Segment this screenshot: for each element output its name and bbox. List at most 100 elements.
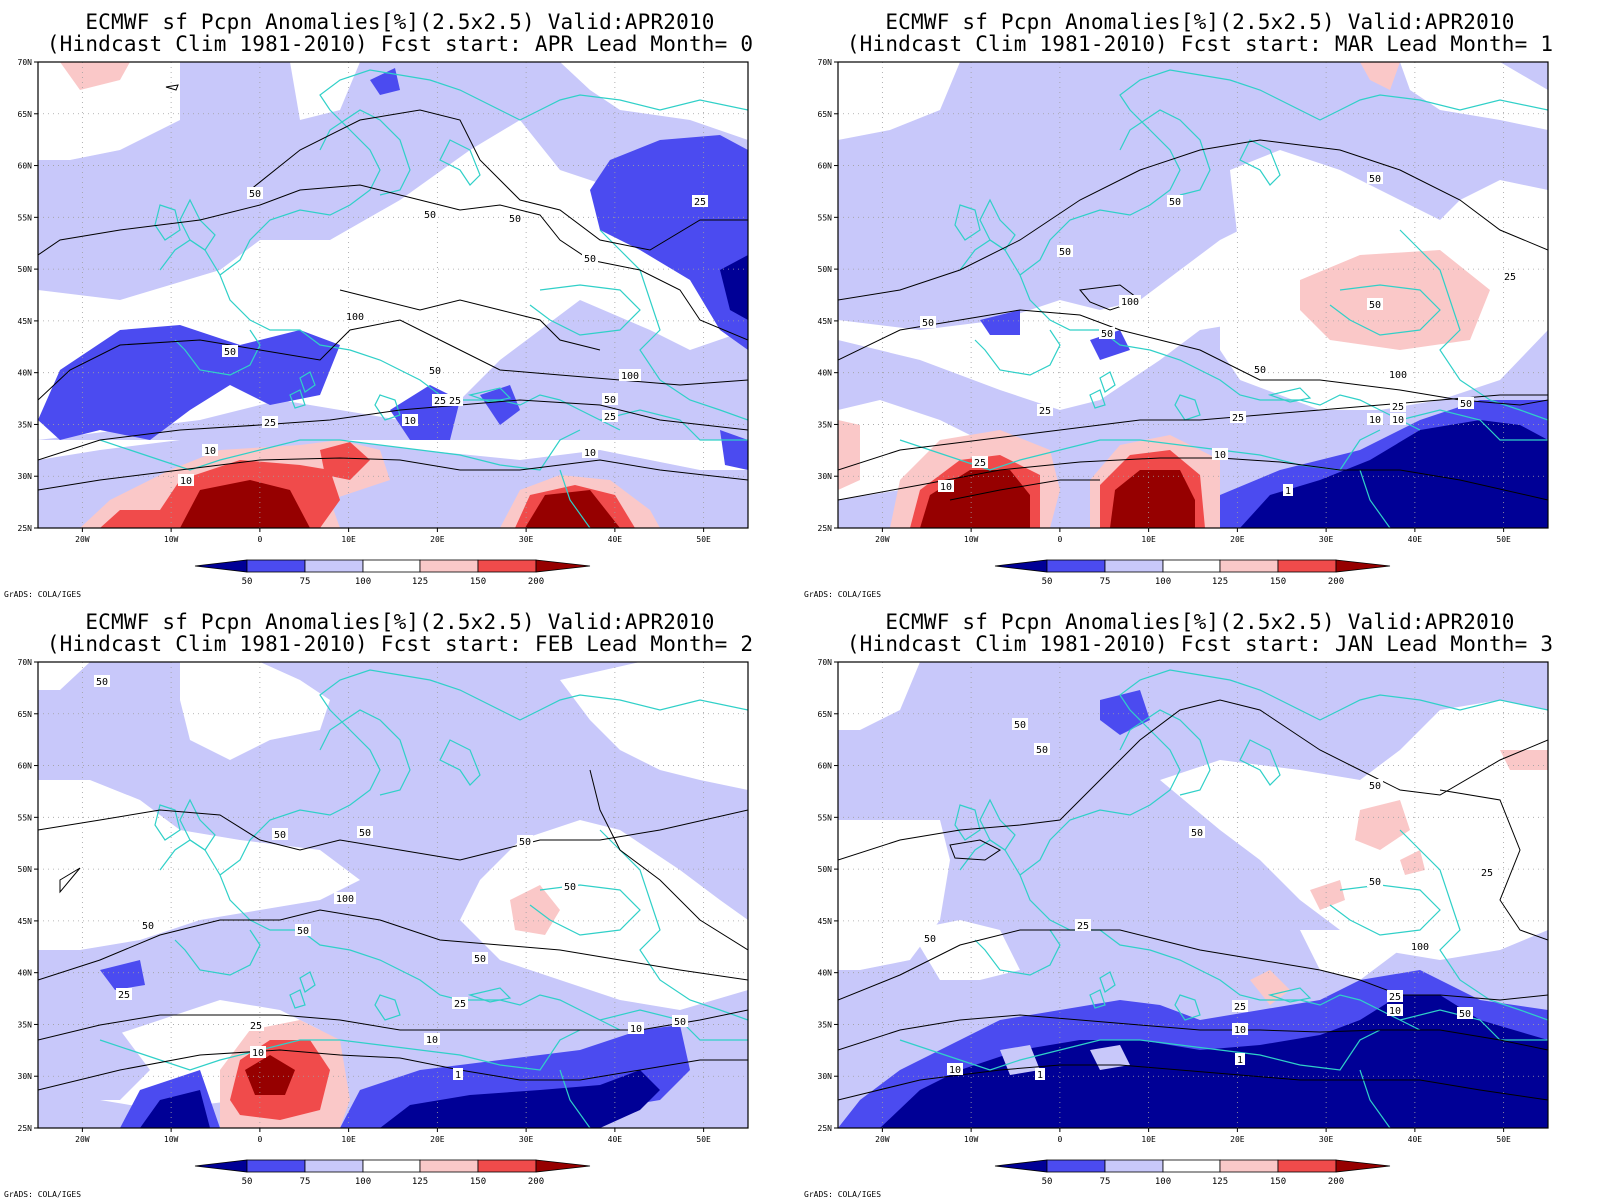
lat-tick-label: 35N [18,420,33,429]
contour-label-bg [517,835,533,847]
contour-labels: 50 50 50 25 50 100 50 50 25 10 25 10 50 25 100 10 25 10 [178,187,708,487]
contour-label-bg [602,393,618,405]
contour-line [838,309,1548,406]
contour-label-bg [582,446,598,458]
coastline-path [174,929,261,976]
colorbar-segment [246,1159,306,1173]
contour-label: 50 [1459,1009,1471,1020]
lat-tick-label: 45N [818,917,833,926]
contour-label: 25 [604,412,616,423]
coastline-path [1329,884,1441,936]
anomaly-map: 505050505010050502525102550101015070N65N… [18,658,749,1187]
contour-label-bg [1502,270,1518,282]
colorbar-tick-label: 125 [1212,577,1228,587]
lon-tick-label: 20W [875,1135,890,1144]
colorbar-tick-label: 50 [1042,1177,1053,1187]
contour-label: 50 [509,214,521,225]
anomaly-area-lt50 [380,1070,660,1128]
contour-line [38,1049,748,1091]
anomaly-area-75_100 [1090,1045,1130,1070]
contour-label-bg [344,310,366,322]
map-panel-lead-2: ECMWF sf Pcpn Anomalies[%](2.5x2.5) Vali… [0,600,800,1200]
lat-tick-label: 50N [18,265,33,274]
graticule [838,62,1548,528]
contour-label-bg [972,456,988,468]
contour-label: 50 [1254,365,1266,376]
contour-label-bg [938,480,954,492]
coastline-path [289,389,306,409]
contour-label: 10 [1389,1006,1401,1017]
contour-label-bg [922,932,938,944]
graticule [38,62,748,528]
contour-label: 50 [1014,720,1026,731]
lon-tick-label: 20E [430,535,445,544]
lat-tick-label: 30N [18,472,33,481]
coastline-path [529,884,641,936]
anomaly-area-125_150 [1250,970,1290,1005]
lon-tick-label: 20W [75,1135,90,1144]
contour-label: 25 [1504,272,1516,283]
anomaly-area-100_125 [38,780,360,950]
lat-tick-label: 55N [18,813,33,822]
coastline-path [1399,409,1548,441]
contour-line [249,109,748,251]
contour-label-bg [272,828,288,840]
coastline-path [374,394,401,421]
contour-label: 100 [621,371,639,382]
contour-label: 100 [346,312,364,323]
contour-label: 50 [922,318,934,329]
contour-label-bg [1035,1068,1045,1080]
colorbar-segment [1046,559,1106,573]
contour-label-bg [178,474,194,486]
anomaly-area-125_150 [1300,250,1490,350]
contour-label-bg [602,410,618,422]
anomaly-area-50_75 [38,325,340,440]
contour-label: 50 [519,837,531,848]
contour-label-bg [1457,1007,1473,1019]
coastlines [99,69,748,528]
contour-label: 10 [204,446,216,457]
colorbar-segment [362,1159,421,1173]
lat-tick-label: 40N [18,369,33,378]
anomaly-shading [38,62,748,528]
contour-label-bg [1387,1004,1403,1016]
contour-label: 25 [1077,921,1089,932]
contour-label-bg [247,187,263,199]
anomaly-area-gt200 [180,480,310,528]
contour-label: 50 [274,830,286,841]
lon-tick-label: 0 [257,535,262,544]
contour-label: 50 [1369,300,1381,311]
lon-tick-label: 10E [1141,1135,1156,1144]
contour-label-bg [1283,484,1293,496]
contour-label: 25 [1392,402,1404,413]
contour-label-bg [1479,866,1495,878]
colorbar-tick-label: 50 [1042,577,1053,587]
coastline-path [1399,1009,1548,1041]
coastline-path [599,409,748,441]
colorbar-tick-label: 200 [528,1177,544,1187]
lon-tick-label: 10W [964,535,979,544]
lat-tick-label: 25N [18,524,33,533]
lat-tick-label: 25N [818,524,833,533]
contour-label: 25 [974,458,986,469]
coastline-path [319,109,411,196]
contour-line [949,479,1100,501]
anomaly-area-100_125 [838,62,960,140]
contour-line [838,929,1548,1001]
colorbar-tick-label: 200 [1328,577,1344,587]
contour-label: 50 [1059,247,1071,258]
lat-tick-label: 65N [818,710,833,719]
graticule [38,662,748,1128]
contour-label-bg [628,1022,644,1034]
colorbar-segment [1277,559,1337,573]
lat-tick-label: 30N [818,1072,833,1081]
colorbar-tick-label: 75 [300,1177,311,1187]
anomaly-area-100_125 [38,662,90,690]
colorbar-tick-label: 100 [1155,1177,1171,1187]
contour-label-bg [1075,919,1091,931]
lat-tick-label: 70N [18,658,33,667]
contour-line [838,1014,1548,1051]
contour-label: 10 [1234,1025,1246,1036]
map-frame [837,61,1549,529]
